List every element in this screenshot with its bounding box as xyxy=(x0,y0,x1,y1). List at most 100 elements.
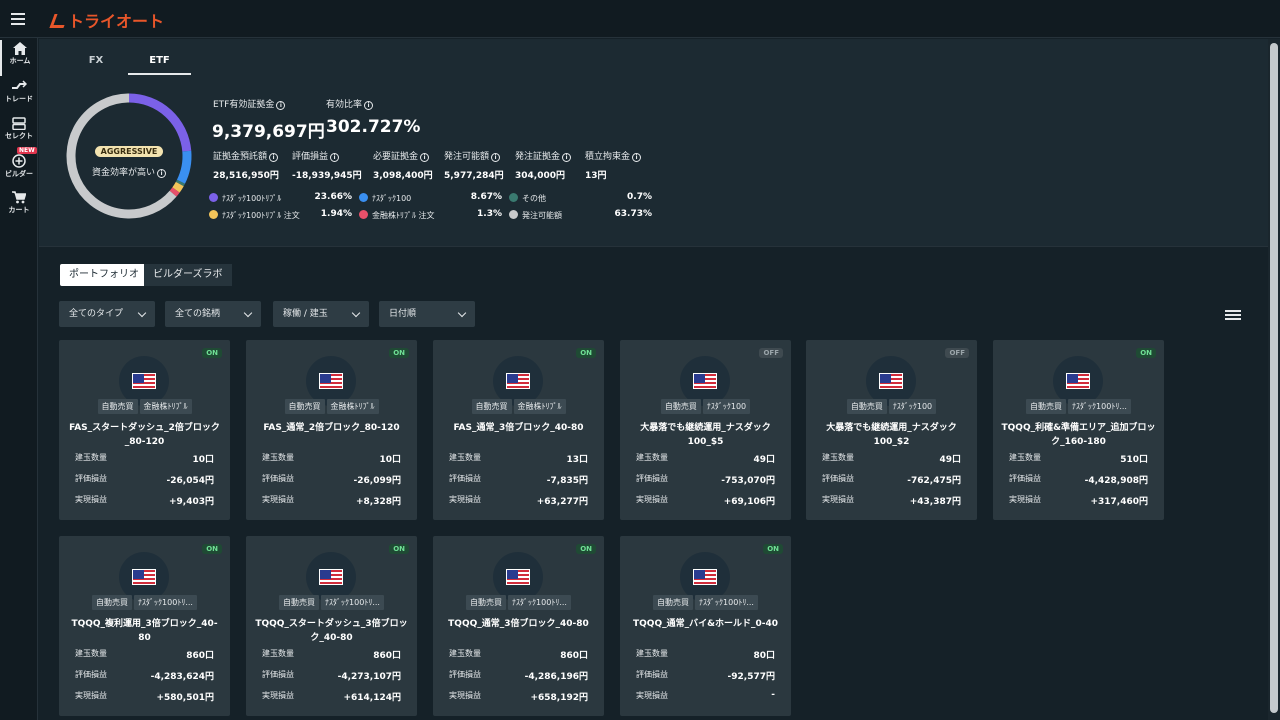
qty-row: 建玉数量 49口 xyxy=(636,452,775,465)
info-icon[interactable]: i xyxy=(269,153,279,162)
portfolio-card[interactable]: ON 自動売買 金融株ﾄﾘﾌﾟﾙ FAS_通常_2倍ブロック_80-120 建玉数… xyxy=(246,340,417,520)
donut-slice xyxy=(128,93,192,152)
status-badge[interactable]: ON xyxy=(202,348,222,358)
portfolio-card[interactable]: ON 自動売買 ﾅｽﾀﾞｯｸ100ﾄﾘ... TQQQ_スタートダッシュ_3倍ブロ… xyxy=(246,536,417,716)
pl-value: -762,475円 xyxy=(907,476,961,486)
efficiency-text: 資金効率が高い i xyxy=(84,165,174,178)
portfolio-card[interactable]: ON 自動売買 ﾅｽﾀﾞｯｸ100ﾄﾘ... TQQQ_通常_バイ&ホールド_0-… xyxy=(620,536,791,716)
portfolio-card[interactable]: ON 自動売買 ﾅｽﾀﾞｯｸ100ﾄﾘ... TQQQ_利確&準備エリア_追加ブロ… xyxy=(993,340,1164,520)
portfolio-card[interactable]: OFF 自動売買 ﾅｽﾀﾞｯｸ100 大暴落でも継続運用_ナスダック100_$5 … xyxy=(620,340,791,520)
info-icon[interactable]: i xyxy=(562,153,572,162)
sidebar-item-trade[interactable]: トレード xyxy=(0,78,38,114)
donut-slice xyxy=(176,150,192,184)
filter-symbol-select[interactable]: 全ての銘柄 xyxy=(165,301,261,327)
qty-label: 建玉数量 xyxy=(75,649,107,658)
status-badge[interactable]: ON xyxy=(202,544,222,554)
pl-row: 評価損益 -4,428,908円 xyxy=(1009,473,1148,486)
sidebar-item-builder[interactable]: NEW ビルダー xyxy=(0,147,38,188)
realized-row: 実現損益 +317,460円 xyxy=(1009,494,1148,507)
metric-label-text: 評価損益 xyxy=(292,152,329,162)
status-badge[interactable]: OFF xyxy=(759,348,783,358)
realized-value: +8,328円 xyxy=(355,497,401,507)
symbol-tag: 金融株ﾄﾘﾌﾟﾙ xyxy=(139,399,192,414)
info-icon[interactable]: i xyxy=(330,153,340,162)
tag-row: 自動売買 金融株ﾄﾘﾌﾟﾙ xyxy=(433,399,604,418)
sidebar-item-home[interactable]: ホーム xyxy=(0,40,38,76)
tab-builders-lab[interactable]: ビルダーズラボ xyxy=(144,264,232,286)
info-icon[interactable]: i xyxy=(157,169,166,178)
tag-row: 自動売買 ﾅｽﾀﾞｯｸ100ﾄﾘ... xyxy=(993,399,1164,418)
portfolio-card[interactable]: OFF 自動売買 ﾅｽﾀﾞｯｸ100 大暴落でも継続運用_ナスダック100_$2 … xyxy=(806,340,977,520)
hamburger-menu-icon[interactable] xyxy=(11,13,25,25)
filter-sort-select[interactable]: 日付順 xyxy=(379,301,475,327)
metric-label-text: 証拠金預託額 xyxy=(213,152,268,162)
tab-etf[interactable]: ETF xyxy=(128,55,191,75)
qty-value: 49口 xyxy=(753,455,775,465)
legend-label: ﾅｽﾀﾞｯｸ100ﾄﾘﾌﾟﾙ 注文 xyxy=(222,211,300,220)
pl-value: -4,286,196円 xyxy=(524,672,588,682)
flag-badge xyxy=(306,552,356,602)
etf-margin-label-text: ETF有効証拠金 xyxy=(213,100,275,110)
scrollbar[interactable] xyxy=(1268,39,1280,720)
status-badge[interactable]: ON xyxy=(763,544,783,554)
select-icon xyxy=(12,117,26,130)
portfolio-card[interactable]: ON 自動売買 金融株ﾄﾘﾌﾟﾙ FAS_通常_3倍ブロック_40-80 建玉数量… xyxy=(433,340,604,520)
us-flag-icon xyxy=(693,373,717,389)
sidebar-item-select[interactable]: セレクト xyxy=(0,115,38,151)
qty-row: 建玉数量 49口 xyxy=(822,452,961,465)
metric-label: 発注可能額 i xyxy=(444,149,501,162)
qty-label: 建玉数量 xyxy=(1009,453,1041,462)
pl-row: 評価損益 -7,835円 xyxy=(449,473,588,486)
qty-row: 建玉数量 860口 xyxy=(449,648,588,661)
realized-label: 実現損益 xyxy=(1009,495,1041,504)
filter-type-select[interactable]: 全てのタイプ xyxy=(59,301,155,327)
info-icon[interactable]: i xyxy=(364,101,374,110)
status-badge[interactable]: ON xyxy=(1136,348,1156,358)
status-badge[interactable]: OFF xyxy=(945,348,969,358)
efficiency-label: 資金効率が高い xyxy=(91,168,155,178)
status-badge[interactable]: ON xyxy=(389,544,409,554)
type-tag: 自動売買 xyxy=(846,399,887,414)
filter-status-select[interactable]: 稼働 / 建玉 xyxy=(273,301,369,327)
portfolio-card[interactable]: ON 自動売買 ﾅｽﾀﾞｯｸ100ﾄﾘ... TQQQ_複利運用_3倍ブロック_4… xyxy=(59,536,230,716)
symbol-tag: ﾅｽﾀﾞｯｸ100ﾄﾘ... xyxy=(1068,399,1131,414)
legend-item: ﾅｽﾀﾞｯｸ100 xyxy=(359,193,411,204)
legend-value: 63.73% xyxy=(614,209,653,219)
tab-fx[interactable]: FX xyxy=(88,55,104,66)
info-icon[interactable]: i xyxy=(276,101,286,110)
info-icon[interactable]: i xyxy=(491,153,501,162)
metric-label: 必要証拠金 i xyxy=(373,149,430,162)
realized-value: +43,387円 xyxy=(909,497,961,507)
symbol-tag: 金融株ﾄﾘﾌﾟﾙ xyxy=(326,399,379,414)
info-icon[interactable]: i xyxy=(420,153,430,162)
app-logo[interactable]: トライオート xyxy=(49,8,164,32)
portfolio-card[interactable]: ON 自動売買 ﾅｽﾀﾞｯｸ100ﾄﾘ... TQQQ_通常_3倍ブロック_40-… xyxy=(433,536,604,716)
portfolio-card[interactable]: ON 自動売買 金融株ﾄﾘﾌﾟﾙ FAS_スタートダッシュ_2倍ブロック_80-1… xyxy=(59,340,230,520)
risk-badge: AGGRESSIVE xyxy=(94,146,164,157)
builder-icon xyxy=(12,154,26,168)
allocation-donut-chart: AGGRESSIVE 資金効率が高い i xyxy=(64,91,194,221)
qty-row: 建玉数量 860口 xyxy=(75,648,214,661)
qty-value: 49口 xyxy=(939,455,961,465)
list-view-icon[interactable] xyxy=(1225,310,1241,322)
status-badge[interactable]: ON xyxy=(576,348,596,358)
metric-label: 発注証拠金 i xyxy=(515,149,572,162)
status-badge[interactable]: ON xyxy=(576,544,596,554)
legend-dot-icon xyxy=(359,193,368,202)
symbol-tag: ﾅｽﾀﾞｯｸ100ﾄﾘ... xyxy=(321,595,384,610)
symbol-tag: ﾅｽﾀﾞｯｸ100 xyxy=(888,399,937,414)
type-tag: 自動売買 xyxy=(660,399,701,414)
sidebar-item-cart[interactable]: カート xyxy=(0,189,38,225)
chevron-down-icon xyxy=(137,308,147,318)
donut-slice xyxy=(172,181,184,193)
sidebar-item-label: ビルダー xyxy=(5,170,33,178)
info-icon[interactable]: i xyxy=(632,153,642,162)
type-tag: 自動売買 xyxy=(653,595,694,610)
symbol-tag: ﾅｽﾀﾞｯｸ100ﾄﾘ... xyxy=(695,595,758,610)
status-badge[interactable]: ON xyxy=(389,348,409,358)
qty-label: 建玉数量 xyxy=(262,649,294,658)
legend-item: ﾅｽﾀﾞｯｸ100ﾄﾘﾌﾟﾙ 注文 xyxy=(209,210,300,221)
tab-portfolio[interactable]: ポートフォリオ xyxy=(60,264,148,286)
scrollbar-thumb[interactable] xyxy=(1270,43,1278,713)
home-icon xyxy=(13,42,27,55)
